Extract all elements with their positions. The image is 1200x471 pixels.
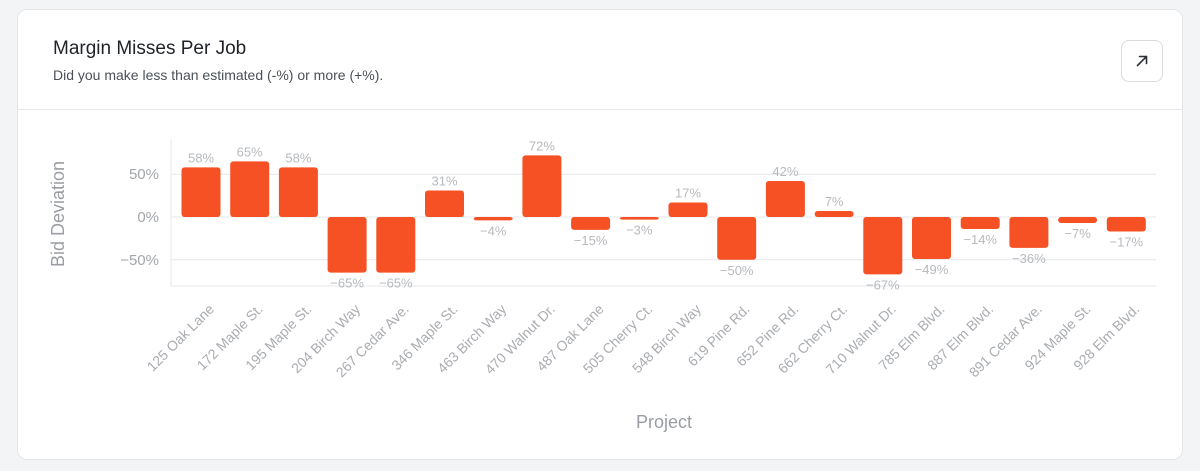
bar [571,217,611,230]
data-label: −15% [574,233,608,248]
bar [327,217,367,273]
data-label: −65% [330,276,364,291]
data-label: 65% [237,144,263,159]
data-label: −14% [963,232,997,247]
data-label: 31% [431,173,457,188]
bar [376,217,416,273]
y-tick-label: −50% [120,252,159,269]
data-label: −3% [626,223,653,238]
x-axis-title: Project [636,412,692,432]
bar [278,167,318,217]
y-axis-title: Bid Deviation [48,161,68,267]
bar [960,217,1000,229]
data-label: −17% [1109,235,1143,250]
arrow-up-right-icon [1136,55,1148,67]
data-label: −50% [720,263,754,278]
data-label: −36% [1012,251,1046,266]
expand-button[interactable] [1121,40,1163,82]
bar [1009,217,1049,248]
data-label: 7% [825,194,844,209]
card-header: Margin Misses Per Job Did you make less … [18,10,1182,110]
data-label: 58% [188,150,214,165]
bar [668,202,708,217]
bar [181,167,221,217]
data-label: 58% [285,150,311,165]
chart-title: Margin Misses Per Job [53,38,247,59]
bar [473,217,513,221]
y-tick-label: 50% [129,166,159,183]
bar [619,217,659,220]
data-label: −7% [1064,226,1091,241]
chart-card: Margin Misses Per Job Did you make less … [17,9,1183,460]
bar [863,217,903,275]
chart-subtitle: Did you make less than estimated (-%) or… [53,67,384,83]
bar [765,181,805,217]
bar [1106,217,1146,232]
data-label: −65% [379,276,413,291]
bar [425,190,464,217]
data-label: 42% [772,164,798,179]
bar [522,155,562,217]
bar [1058,217,1098,223]
data-label: −4% [480,223,507,238]
bar [717,217,757,260]
bar [814,211,854,217]
bar [230,161,270,217]
bar [912,217,951,259]
data-label: 72% [529,138,555,153]
y-tick-label: 0% [137,209,159,226]
data-label: −49% [915,262,949,277]
data-label: 17% [675,185,701,200]
data-label: −67% [866,277,900,292]
